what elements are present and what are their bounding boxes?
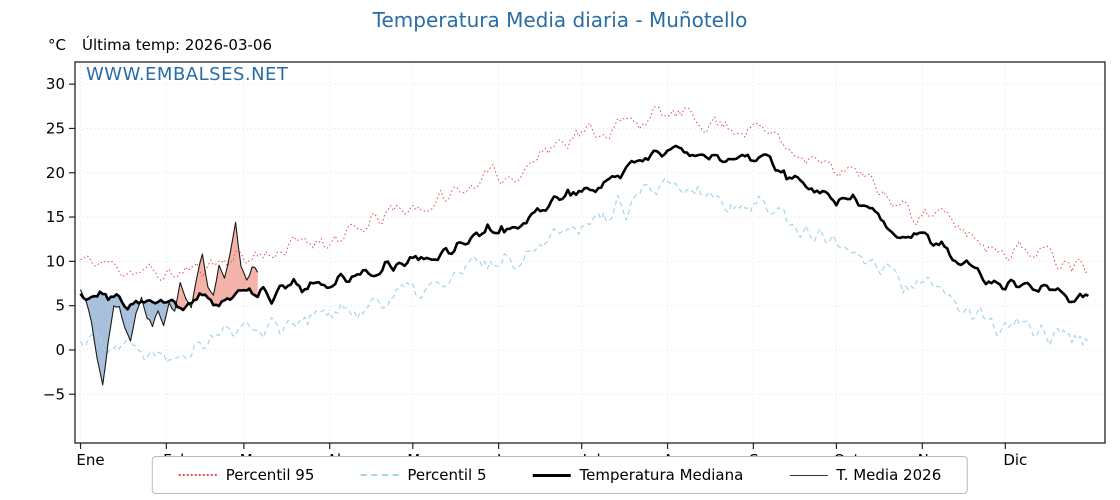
percentil-5-line-icon xyxy=(360,474,399,476)
svg-text:30: 30 xyxy=(46,75,65,93)
legend-item-percentil-5: Percentil 5 xyxy=(360,466,486,484)
legend-label-percentil-95: Percentil 95 xyxy=(225,466,315,484)
svg-text:25: 25 xyxy=(46,119,65,137)
svg-text:0: 0 xyxy=(55,341,65,359)
chart-legend: Percentil 95 Percentil 5 Temperatura Med… xyxy=(151,456,969,494)
legend-label-t-media-2026: T. Media 2026 xyxy=(836,466,942,484)
svg-text:10: 10 xyxy=(46,252,65,270)
y-axis-unit-label: °C xyxy=(48,36,66,54)
watermark: WWW.EMBALSES.NET xyxy=(86,64,289,85)
legend-item-percentil-95: Percentil 95 xyxy=(178,466,315,484)
chart-subheader: °C Última temp: 2026-03-06 xyxy=(48,36,272,54)
legend-item-mediana: Temperatura Mediana xyxy=(532,466,743,484)
legend-label-mediana: Temperatura Mediana xyxy=(579,466,744,484)
svg-text:Dic: Dic xyxy=(1003,451,1027,469)
svg-text:5: 5 xyxy=(55,297,65,315)
legend-item-t-media-2026: T. Media 2026 xyxy=(789,466,941,484)
legend-label-percentil-5: Percentil 5 xyxy=(407,466,487,484)
svg-text:20: 20 xyxy=(46,164,65,182)
percentil-95-line-icon xyxy=(178,474,217,476)
last-temp-label: Última temp: 2026-03-06 xyxy=(81,36,272,54)
t-media-2026-line-icon xyxy=(789,474,828,476)
svg-text:Ene: Ene xyxy=(76,451,104,469)
mediana-line-icon xyxy=(532,473,571,477)
svg-text:15: 15 xyxy=(46,208,65,226)
svg-text:−5: −5 xyxy=(43,385,65,403)
chart-title: Temperatura Media diaria - Muñotello xyxy=(372,8,748,32)
